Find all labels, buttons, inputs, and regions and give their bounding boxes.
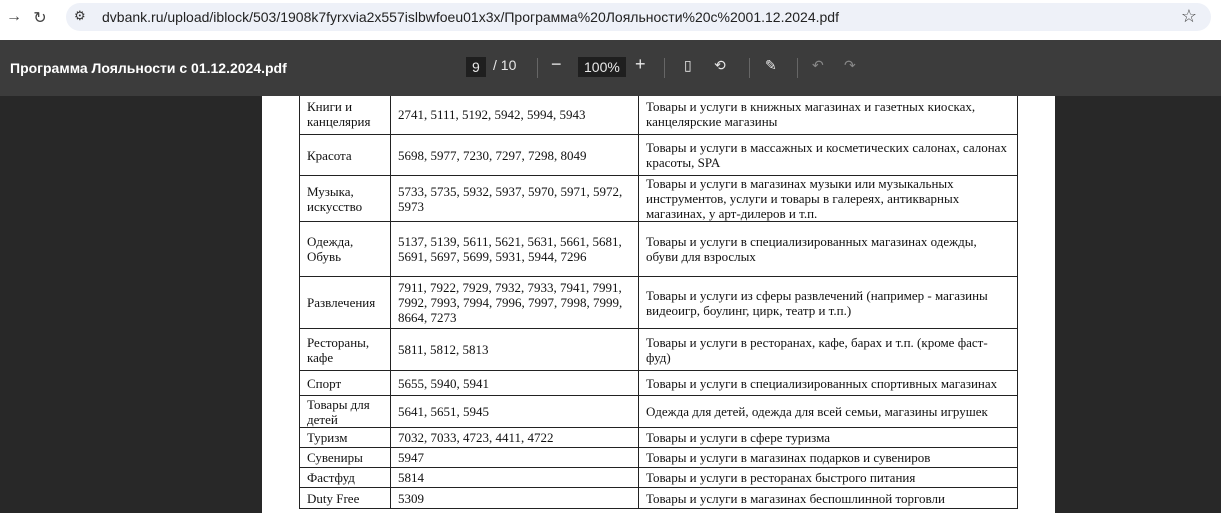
redo-icon[interactable]: ↷ <box>844 57 856 73</box>
zoom-input[interactable]: 100% <box>578 57 626 77</box>
category-cell: Одежда, Обувь <box>299 221 391 277</box>
address-bar[interactable]: ⚙ dvbank.ru/upload/iblock/503/1908k7fyrx… <box>66 3 1211 31</box>
page-total: / 10 <box>493 57 517 73</box>
description-cell: Товары и услуги в массажных и косметичес… <box>638 134 1018 176</box>
mcc-codes-cell: 7911, 7922, 7929, 7932, 7933, 7941, 7991… <box>390 276 639 329</box>
mcc-codes-cell: 2741, 5111, 5192, 5942, 5994, 5943 <box>390 96 639 135</box>
description-cell: Одежда для детей, одежда для всей семьи,… <box>638 395 1018 428</box>
table-row: Фастфуд 5814 Товары и услуги в ресторанах … <box>299 467 1018 488</box>
mcc-table: Книги и канцелярия 2741, 5111, 5192, 5942… <box>299 96 1018 509</box>
table-row: Книги и канцелярия 2741, 5111, 5192, 5942… <box>299 96 1018 135</box>
description-cell: Товары и услуги в ресторанах, кафе, бара… <box>638 328 1018 371</box>
mcc-codes-cell: 5641, 5651, 5945 <box>390 395 639 428</box>
table-row: Красота 5698, 5977, 7230, 7297, 7298, 804… <box>299 134 1018 176</box>
category-cell: Спорт <box>299 370 391 396</box>
table-row: Товары для детей 5641, 5651, 5945 Одежда д… <box>299 395 1018 428</box>
table-row: Одежда, Обувь 5137, 5139, 5611, 5621, 563… <box>299 221 1018 277</box>
description-cell: Товары и услуги в сфере туризма <box>638 427 1018 448</box>
category-cell: Красота <box>299 134 391 176</box>
divider <box>797 58 798 78</box>
mcc-codes-cell: 5811, 5812, 5813 <box>390 328 639 371</box>
table-row: Спорт 5655, 5940, 5941 Товары и услуги в с… <box>299 370 1018 396</box>
url-text[interactable]: dvbank.ru/upload/iblock/503/1908k7fyrxvi… <box>102 9 839 25</box>
table-row: Развлечения 7911, 7922, 7929, 7932, 7933,… <box>299 276 1018 329</box>
category-cell: Рестораны, кафе <box>299 328 391 371</box>
mcc-codes-cell: 5655, 5940, 5941 <box>390 370 639 396</box>
table-row: Duty Free 5309 Товары и услуги в магазинах… <box>299 487 1018 509</box>
document-title: Программа Лояльности с 01.12.2024.pdf <box>10 60 287 76</box>
reload-icon[interactable]: ↻ <box>33 10 47 27</box>
description-cell: Товары и услуги в магазинах беспошлинной… <box>638 487 1018 509</box>
table-row: Сувениры 5947 Товары и услуги в магазинах … <box>299 447 1018 468</box>
forward-icon[interactable]: → <box>6 8 22 25</box>
rotate-icon[interactable]: ⟲ <box>714 57 726 73</box>
mcc-codes-cell: 7032, 7033, 4723, 4411, 4722 <box>390 427 639 448</box>
mcc-codes-cell: 5814 <box>390 467 639 488</box>
mcc-codes-cell: 5947 <box>390 447 639 468</box>
bookmark-star-icon[interactable]: ☆ <box>1180 6 1197 26</box>
category-cell: Фастфуд <box>299 467 391 488</box>
category-cell: Сувениры <box>299 447 391 468</box>
mcc-codes-cell: 5309 <box>390 487 639 509</box>
browser-bar: → ↻ ⚙ dvbank.ru/upload/iblock/503/1908k7… <box>0 0 1221 40</box>
description-cell: Товары и услуги в ресторанах быстрого пи… <box>638 467 1018 488</box>
description-cell: Товары и услуги в магазинах музыки или м… <box>638 175 1018 222</box>
zoom-in-button[interactable]: + <box>635 54 646 74</box>
pdf-page: Книги и канцелярия 2741, 5111, 5192, 5942… <box>262 96 1055 513</box>
divider <box>749 58 750 78</box>
annotate-icon[interactable]: ✎ <box>765 57 777 73</box>
table-row: Туризм 7032, 7033, 4723, 4411, 4722 Товары… <box>299 427 1018 448</box>
category-cell: Развлечения <box>299 276 391 329</box>
pdf-toolbar: Программа Лояльности с 01.12.2024.pdf 9 … <box>0 40 1221 96</box>
mcc-codes-cell: 5698, 5977, 7230, 7297, 7298, 8049 <box>390 134 639 176</box>
description-cell: Товары и услуги в специализированных спо… <box>638 370 1018 396</box>
divider <box>664 58 665 78</box>
mcc-codes-cell: 5137, 5139, 5611, 5621, 5631, 5661, 5681… <box>390 221 639 277</box>
zoom-out-button[interactable]: − <box>551 54 562 74</box>
category-cell: Книги и канцелярия <box>299 96 391 135</box>
table-row: Музыка, искусство 5733, 5735, 5932, 5937,… <box>299 175 1018 222</box>
fit-page-icon[interactable]: ▯ <box>684 57 692 73</box>
undo-icon[interactable]: ↶ <box>812 57 824 73</box>
category-cell: Товары для детей <box>299 395 391 428</box>
description-cell: Товары и услуги в книжных магазинах и га… <box>638 96 1018 135</box>
divider <box>537 58 538 78</box>
description-cell: Товары и услуги в специализированных маг… <box>638 221 1018 277</box>
site-settings-icon[interactable]: ⚙ <box>74 8 86 23</box>
mcc-codes-cell: 5733, 5735, 5932, 5937, 5970, 5971, 5972… <box>390 175 639 222</box>
page-number-input[interactable]: 9 <box>466 57 486 77</box>
table-row: Рестораны, кафе 5811, 5812, 5813 Товары и … <box>299 328 1018 371</box>
description-cell: Товары и услуги из сферы развлечений (на… <box>638 276 1018 329</box>
category-cell: Duty Free <box>299 487 391 509</box>
category-cell: Музыка, искусство <box>299 175 391 222</box>
description-cell: Товары и услуги в магазинах подарков и с… <box>638 447 1018 468</box>
category-cell: Туризм <box>299 427 391 448</box>
